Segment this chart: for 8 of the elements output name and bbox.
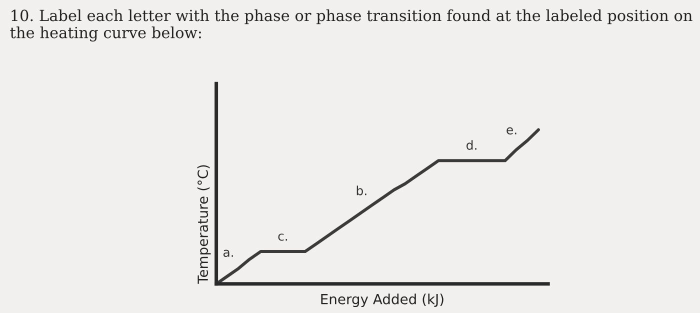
chart-title: 10. Label each letter with the phase or phase transition found at the labeled position on the heating curve below:	[10, 9, 692, 42]
annotation: a.	[223, 250, 233, 257]
annotation: e.	[506, 127, 516, 134]
annotation: c.	[278, 234, 288, 241]
y-axis-title: Temperature (°C)	[197, 165, 211, 284]
x-axis-title: Energy Added (kJ)	[321, 294, 444, 308]
annotation: b.	[356, 186, 366, 196]
annotation: d.	[466, 140, 476, 150]
